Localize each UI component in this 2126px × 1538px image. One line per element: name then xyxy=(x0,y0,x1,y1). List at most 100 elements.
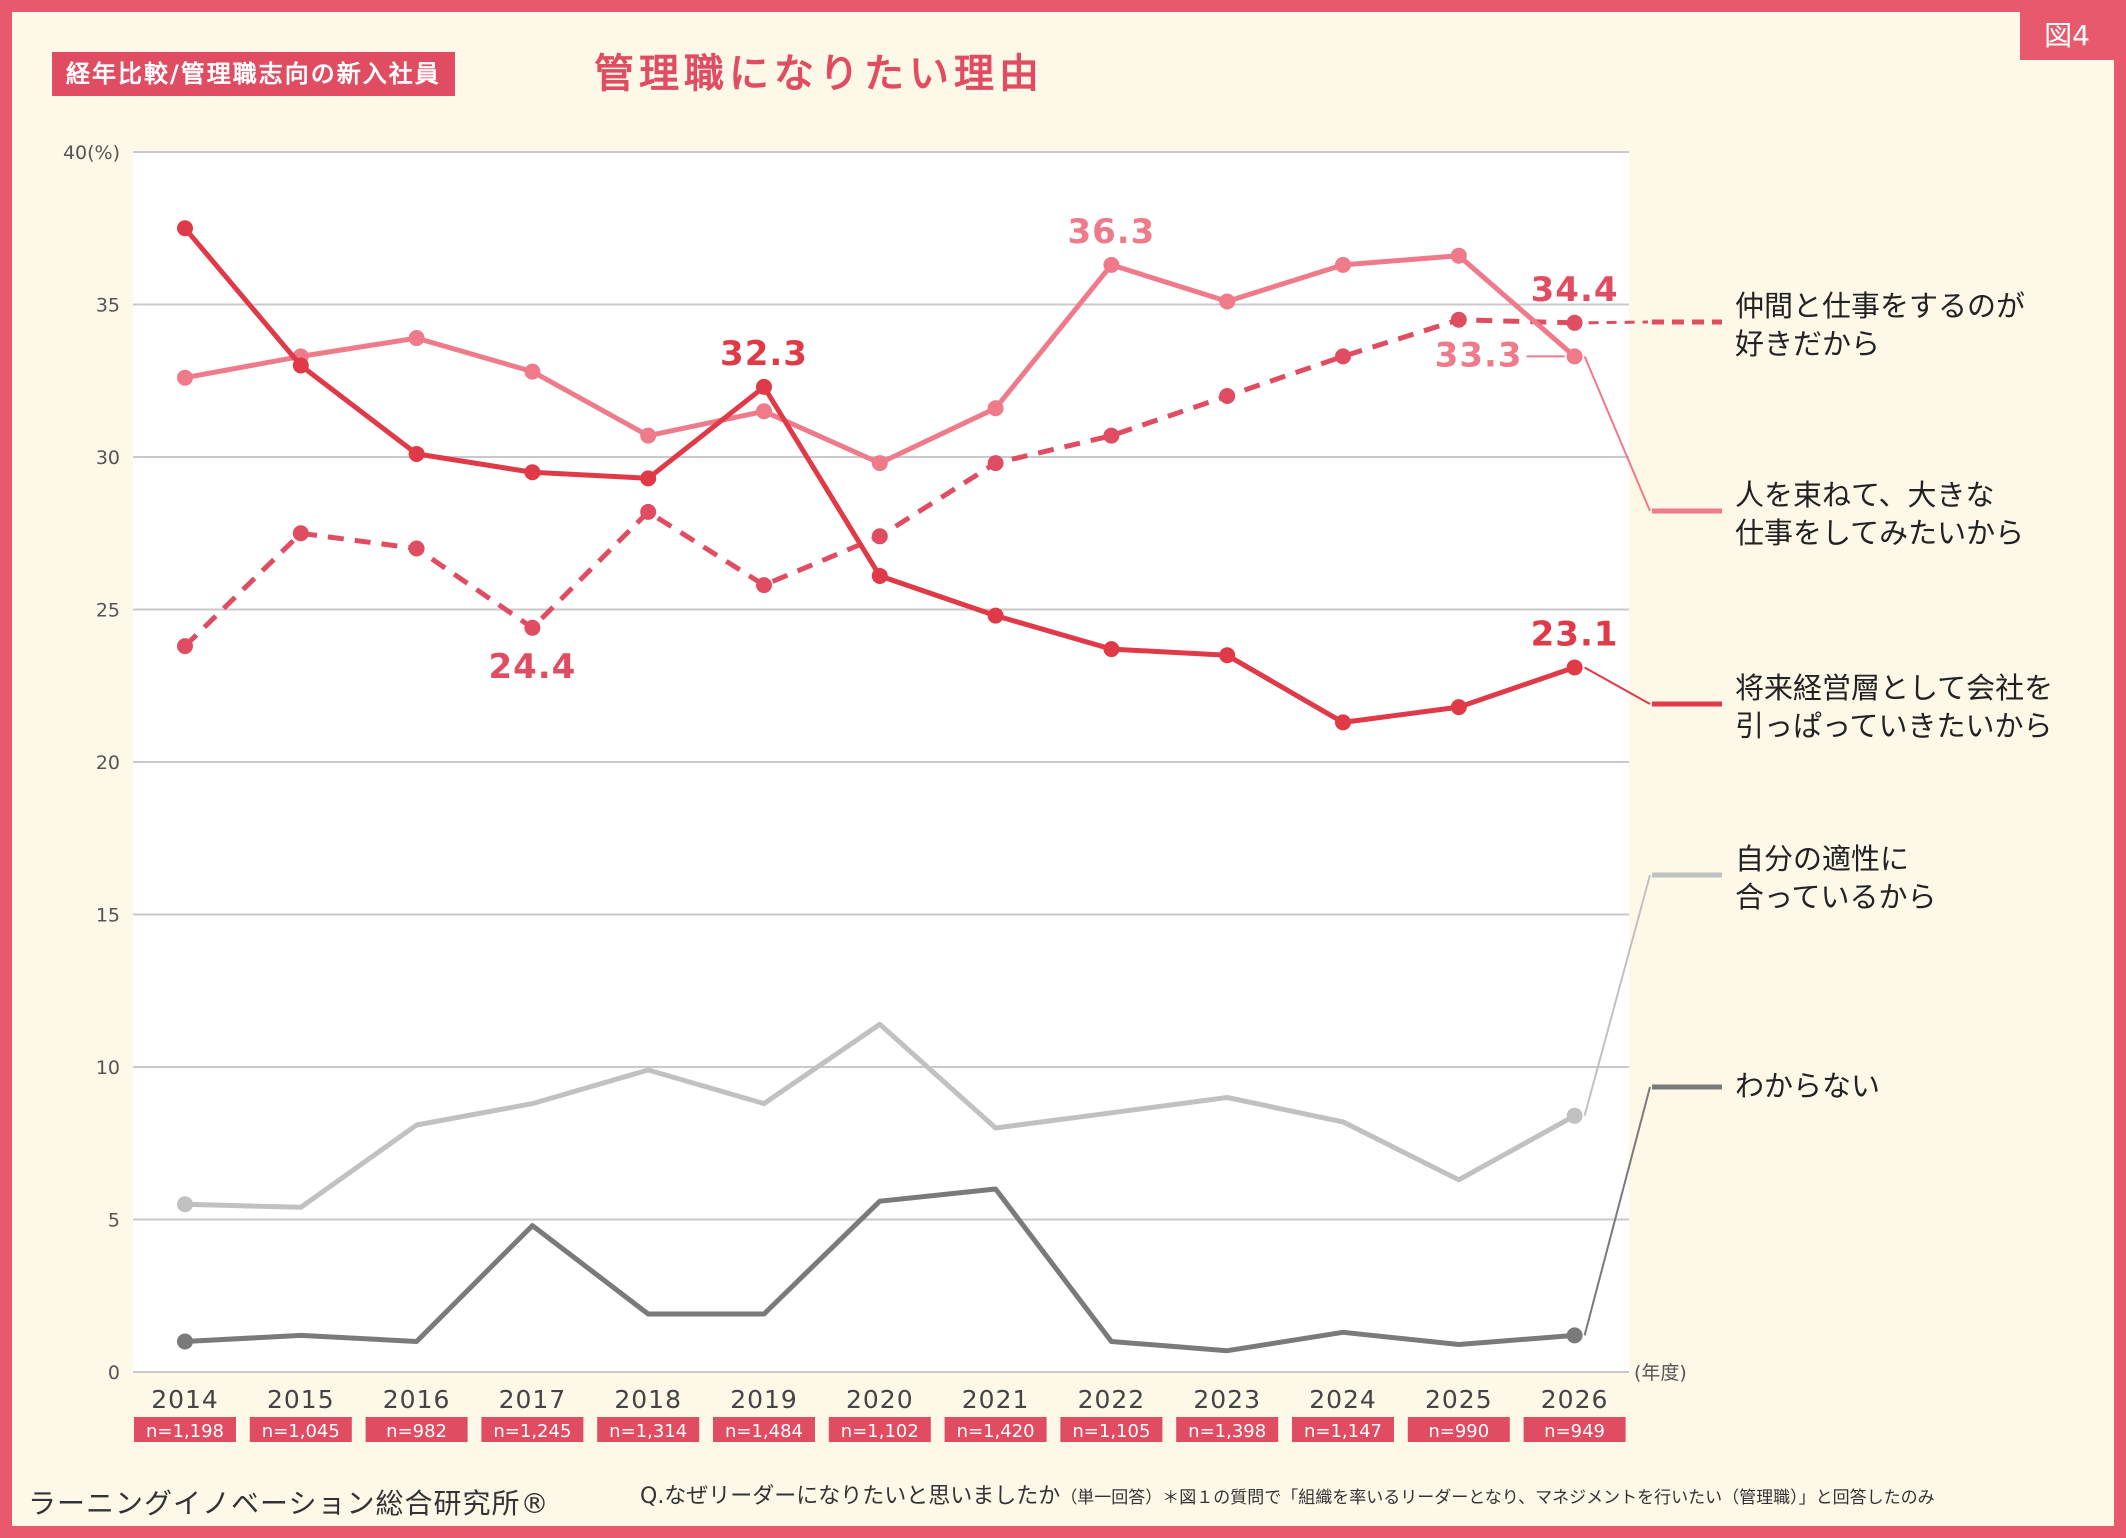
y-tick-label: 5 xyxy=(108,1210,120,1232)
series-endpoint-4 xyxy=(177,1333,193,1350)
series-point-1 xyxy=(524,363,541,380)
x-tick-label: 2018 xyxy=(614,1385,682,1414)
series-point-2 xyxy=(1450,699,1467,716)
figure-number-badge: 図4 xyxy=(2020,12,2114,60)
x-tick-label: 2016 xyxy=(383,1385,451,1414)
sample-size-label: n=1,420 xyxy=(957,1421,1035,1442)
sample-size-label: n=1,245 xyxy=(493,1421,571,1442)
series-point-2 xyxy=(756,378,772,395)
series-point-0 xyxy=(408,540,425,557)
x-tick-label: 2015 xyxy=(267,1385,335,1414)
legend-label: 将来経営層として会社を xyxy=(1735,671,2053,705)
series-point-0 xyxy=(987,455,1004,472)
question-note: （単一回答）＊図１の質問で「組織を率いるリーダーとなり、マネジメントを行いたい（… xyxy=(1060,1488,1935,1508)
sample-size-badge xyxy=(1060,1417,1163,1442)
y-tick-label: 35 xyxy=(96,295,120,317)
series-point-0 xyxy=(524,619,541,636)
data-label: 36.3 xyxy=(1067,212,1155,252)
y-tick-label: 15 xyxy=(96,905,120,927)
y-tick-label: 20 xyxy=(96,752,120,774)
series-point-0 xyxy=(177,638,193,655)
x-tick-label: 2020 xyxy=(846,1385,914,1414)
series-point-2 xyxy=(987,607,1004,624)
series-point-2 xyxy=(1219,647,1236,664)
question-text: Q.なぜリーダーになりたいと思いましたか xyxy=(640,1484,1061,1509)
series-point-0 xyxy=(871,528,888,545)
sample-size-label: n=990 xyxy=(1428,1421,1489,1442)
y-tick-label: 30 xyxy=(96,447,120,469)
data-label: 24.4 xyxy=(488,647,576,687)
section-tag: 経年比較/管理職志向の新入社員 xyxy=(52,52,455,96)
x-tick-label: 2024 xyxy=(1309,1385,1377,1414)
series-point-2 xyxy=(408,445,425,462)
series-endpoint-3 xyxy=(177,1196,193,1213)
series-point-1 xyxy=(987,400,1004,417)
y-tick-label: 0 xyxy=(108,1362,120,1384)
series-endpoint-4 xyxy=(1566,1327,1583,1344)
series-point-0 xyxy=(640,503,657,520)
series-point-0 xyxy=(1103,427,1120,444)
x-tick-label: 2022 xyxy=(1078,1385,1146,1414)
sample-size-label: n=1,484 xyxy=(725,1421,803,1442)
series-point-2 xyxy=(524,464,541,481)
sample-size-badge xyxy=(597,1417,700,1442)
series-point-0 xyxy=(1566,314,1583,331)
legend-connector xyxy=(1584,666,1651,705)
footer-brand: ラーニングイノベーション総合研究所® xyxy=(28,1487,550,1520)
sample-size-badge xyxy=(481,1417,584,1442)
series-point-1 xyxy=(1103,256,1120,273)
sample-size-label: n=982 xyxy=(386,1421,447,1442)
sample-size-badge xyxy=(1523,1417,1626,1442)
sample-size-badge xyxy=(1407,1417,1510,1442)
sample-size-label: n=1,147 xyxy=(1304,1421,1382,1442)
sample-size-badge xyxy=(134,1417,236,1442)
chart-title: 管理職になりたい理由 xyxy=(594,51,1044,97)
series-point-2 xyxy=(292,357,309,374)
legend-connector xyxy=(1583,355,1651,512)
series-line-3 xyxy=(184,1021,1576,1210)
legend-label: 人を束ねて、大きな xyxy=(1735,478,1995,512)
sample-size-label: n=1,105 xyxy=(1072,1421,1150,1442)
legend-label: 仲間と仕事をするのが xyxy=(1735,289,2025,323)
series-endpoint-3 xyxy=(1566,1107,1583,1124)
series-point-0 xyxy=(1335,348,1351,365)
legend-connector xyxy=(1588,320,1649,325)
series-point-0 xyxy=(1219,388,1236,404)
footer-question: Q.なぜリーダーになりたいと思いましたか（単一回答）＊図１の質問で「組織を率いる… xyxy=(640,1478,1935,1510)
series-point-1 xyxy=(1450,247,1467,264)
data-label: 32.3 xyxy=(720,334,808,374)
series-point-2 xyxy=(1103,641,1120,658)
legend-label: わからない xyxy=(1735,1069,1880,1103)
series-point-0 xyxy=(1450,311,1467,328)
series-point-1 xyxy=(1335,256,1351,273)
legend-connector xyxy=(1583,1086,1651,1336)
y-tick-label: 25 xyxy=(96,600,120,622)
x-tick-label: 2026 xyxy=(1541,1385,1609,1414)
x-tick-label: 2014 xyxy=(151,1385,219,1414)
data-label: 33.3 xyxy=(1435,335,1523,375)
data-label: 34.4 xyxy=(1531,270,1619,310)
sample-size-label: n=1,314 xyxy=(609,1421,687,1442)
legend-label: 合っているから xyxy=(1735,880,1937,914)
sample-size-badge xyxy=(828,1417,931,1442)
series-point-1 xyxy=(408,330,425,347)
series-line-4 xyxy=(184,1186,1575,1354)
y-tick-label: 10 xyxy=(96,1057,120,1079)
legend-label: 好きだから xyxy=(1735,327,1880,361)
sample-size-badge xyxy=(944,1417,1047,1442)
legend-label: 仕事をしてみたいから xyxy=(1735,516,2024,550)
data-label: 23.1 xyxy=(1531,614,1619,654)
x-tick-label: 2019 xyxy=(730,1385,798,1414)
series-point-2 xyxy=(1566,659,1583,676)
series-point-1 xyxy=(871,455,888,472)
sample-size-label: n=1,398 xyxy=(1188,1421,1266,1442)
sample-size-badge xyxy=(249,1417,352,1442)
sample-size-label: n=949 xyxy=(1544,1421,1605,1442)
x-axis-unit: (年度) xyxy=(1634,1362,1687,1384)
sample-size-badge xyxy=(1176,1417,1279,1442)
sample-size-label: n=1,102 xyxy=(841,1421,919,1442)
sample-size-label: n=1,198 xyxy=(146,1421,224,1442)
series-point-2 xyxy=(871,567,888,584)
sample-size-badge xyxy=(713,1417,815,1442)
